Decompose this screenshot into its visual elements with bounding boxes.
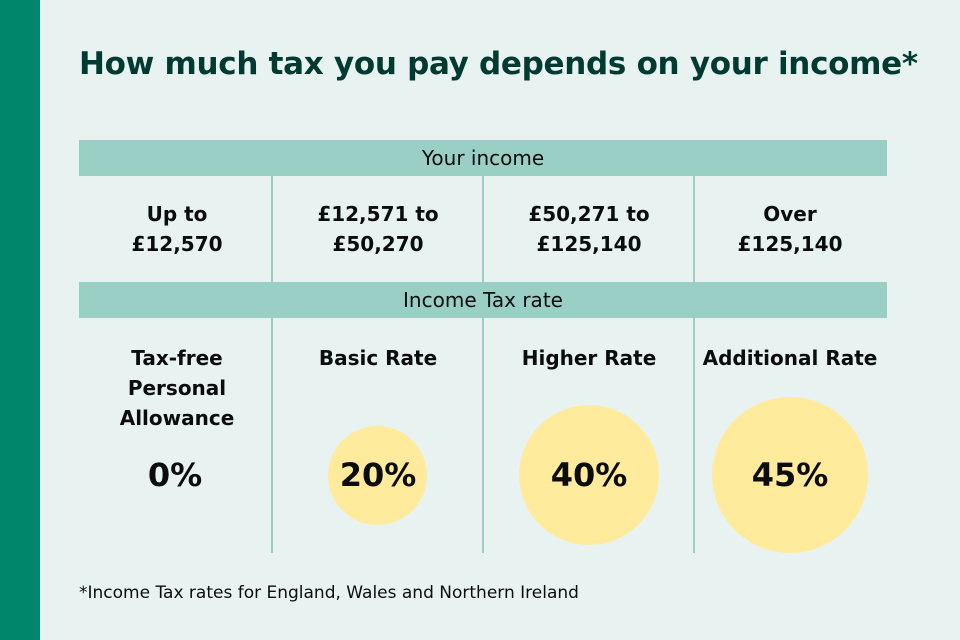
rate-label-additional: Additional Rate (702, 346, 878, 370)
column-divider (271, 318, 273, 553)
brand-stripe (0, 0, 40, 640)
column-divider (482, 318, 484, 553)
page-title: How much tax you pay depends on your inc… (79, 46, 918, 82)
rate-circle-basic (328, 426, 427, 525)
rate-value-basic: 20% (339, 456, 417, 494)
rate-value-additional: 45% (751, 456, 829, 494)
income-band-personal-allowance: Up to £12,570 (131, 202, 223, 256)
rate-label-higher: Higher Rate (521, 346, 657, 370)
column-divider (482, 176, 484, 282)
tax-rate-header-band: Income Tax rate (79, 282, 887, 318)
income-header-band: Your income (79, 140, 887, 176)
income-band-additional: Over £125,140 (737, 202, 843, 256)
column-divider (693, 176, 695, 282)
rate-label-basic: Basic Rate (318, 346, 438, 370)
rate-circle-additional (712, 397, 868, 553)
rate-value-personal-allowance: 0% (147, 456, 203, 494)
rate-label-personal-allowance: Tax-free Personal Allowance (119, 346, 235, 430)
column-divider (693, 318, 695, 553)
income-band-basic: £12,571 to £50,270 (317, 202, 439, 256)
footnote: *Income Tax rates for England, Wales and… (79, 583, 579, 603)
column-divider (271, 176, 273, 282)
rate-circle-higher (519, 405, 659, 545)
income-band-higher: £50,271 to £125,140 (528, 202, 650, 256)
rate-value-higher: 40% (550, 456, 628, 494)
